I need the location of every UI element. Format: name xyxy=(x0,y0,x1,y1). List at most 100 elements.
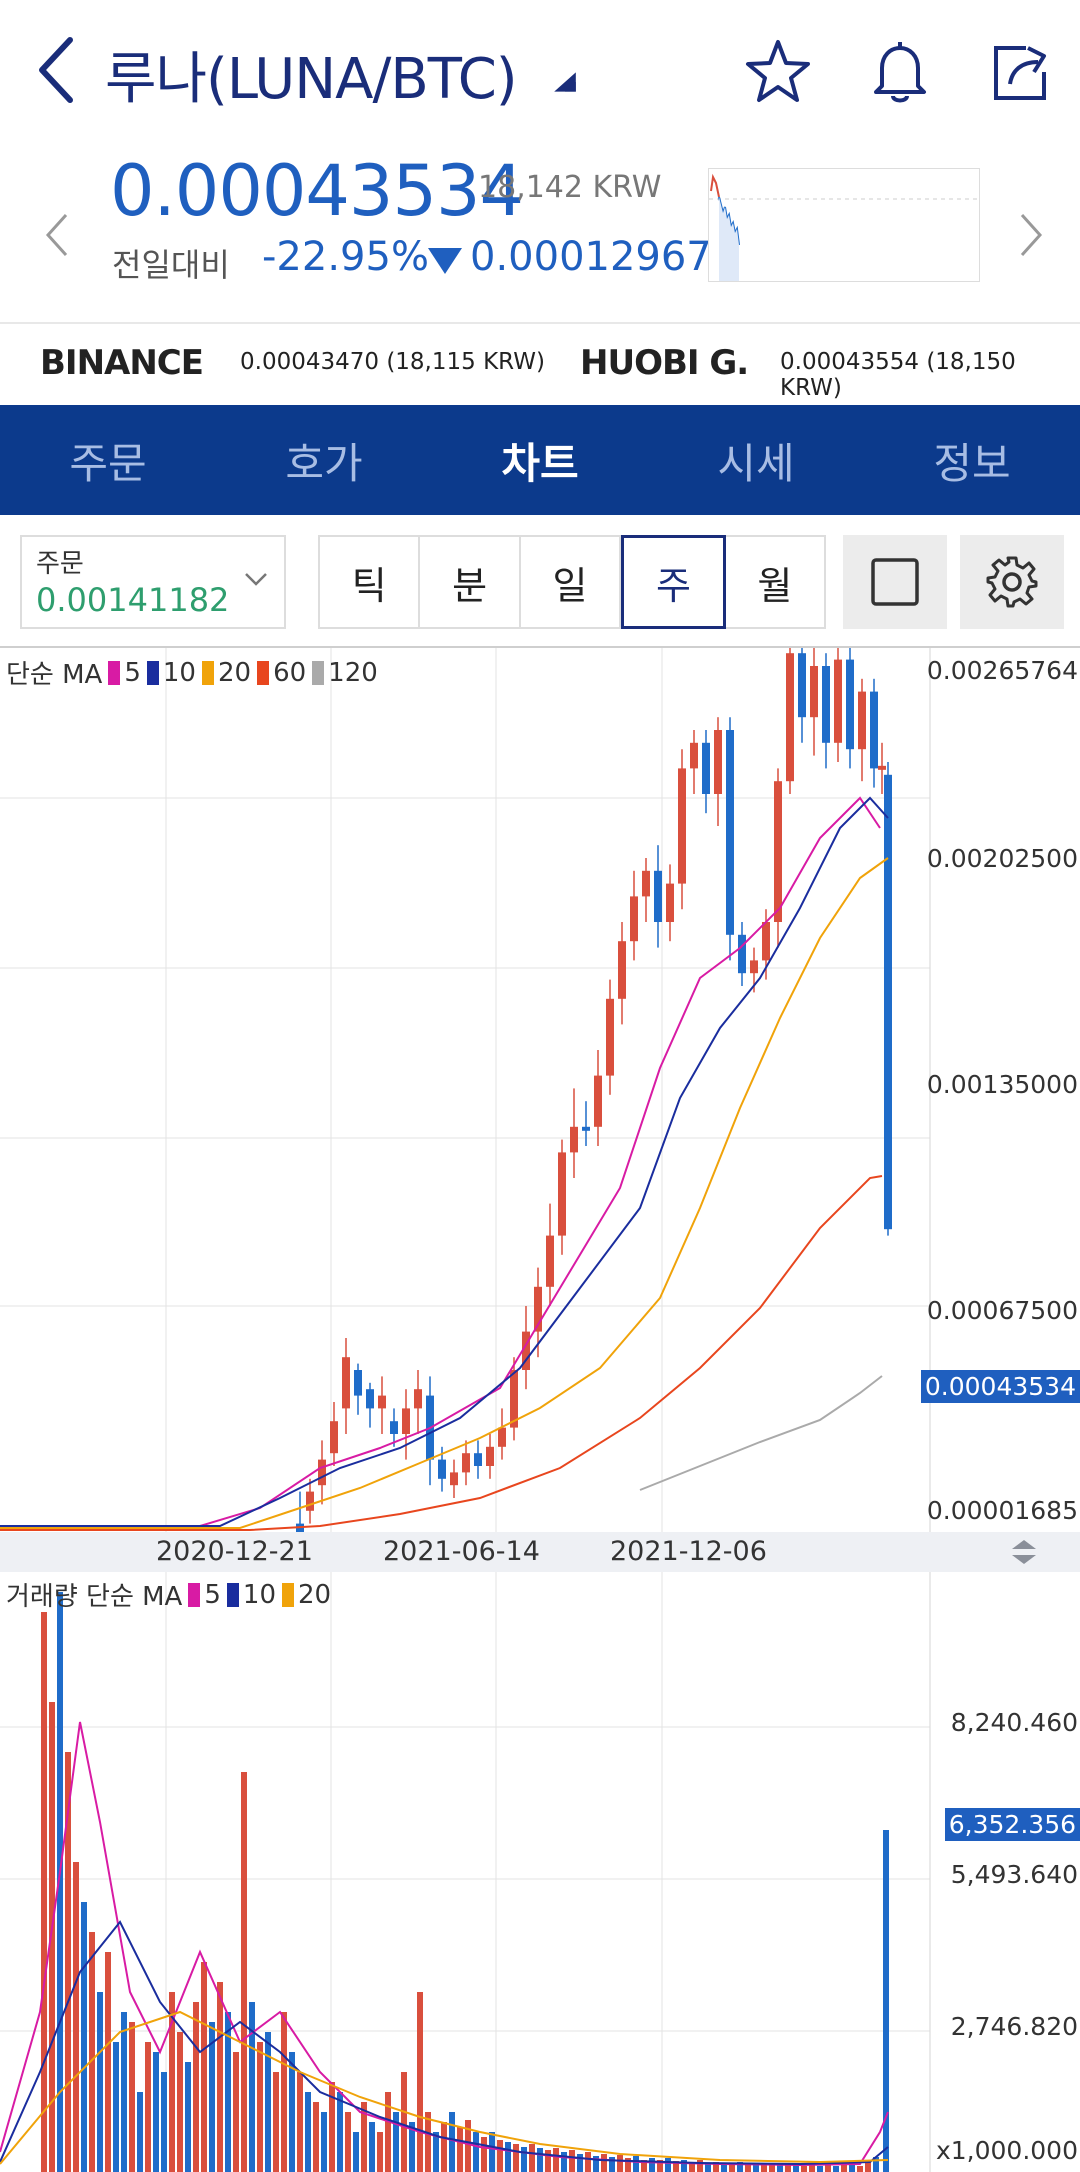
volume-chart[interactable]: 거래량 단순 MA 5 10 20 8,240.460 6,352.356 5,… xyxy=(0,1572,1080,2172)
candle-body xyxy=(702,742,710,794)
legend-label: 60 xyxy=(273,657,307,688)
tab-order[interactable]: 주문 xyxy=(69,438,147,488)
period-minute[interactable]: 분 xyxy=(420,537,521,627)
legend-swatch xyxy=(312,660,325,685)
tab-orderbook[interactable]: 호가 xyxy=(285,438,363,488)
legend-swatch xyxy=(201,660,214,685)
volume-bar xyxy=(161,2072,167,2172)
volume-bar xyxy=(883,1830,889,2172)
page-title[interactable]: 루나(LUNA/BTC) xyxy=(105,47,518,112)
next-coin-icon[interactable] xyxy=(1010,205,1050,265)
exchange-name: BINANCE xyxy=(40,343,204,383)
y-axis-label: 8,240.460 xyxy=(950,1708,1078,1737)
star-icon[interactable] xyxy=(740,34,816,110)
prev-coin-icon[interactable] xyxy=(38,205,78,265)
volume-bar xyxy=(553,2148,559,2172)
tab-chart[interactable]: 차트 xyxy=(501,438,579,488)
candle-body xyxy=(714,730,722,794)
volume-bar xyxy=(577,2154,583,2172)
tab-info[interactable]: 정보 xyxy=(933,438,1011,488)
x-axis: 2020-12-21 2021-06-14 2021-12-06 xyxy=(0,1532,1080,1572)
volume-bar xyxy=(265,2032,271,2172)
candle-body xyxy=(642,870,650,897)
volume-bar xyxy=(369,2122,375,2172)
volume-bar xyxy=(833,2166,839,2172)
vol-ma20-line xyxy=(0,2010,889,2165)
price-chart[interactable]: 단순 MA 5 10 20 60 120 0.00265764 0.002025… xyxy=(0,648,1080,1532)
bell-icon[interactable] xyxy=(862,34,938,110)
candle-body xyxy=(366,1389,374,1409)
main-tabs: 주문 호가 차트 시세 정보 xyxy=(0,405,1080,515)
volume-bar xyxy=(361,2102,367,2172)
period-day[interactable]: 일 xyxy=(521,537,622,627)
volume-bar xyxy=(465,2120,471,2172)
candle-body xyxy=(884,774,892,1230)
volume-bar xyxy=(65,1752,71,2172)
volume-bar xyxy=(185,2062,191,2172)
volume-bar xyxy=(713,2162,719,2172)
volume-bar xyxy=(49,1702,55,2172)
volume-bar xyxy=(657,2160,663,2172)
candle-body xyxy=(666,883,674,922)
candle-body xyxy=(630,896,638,942)
volume-bar xyxy=(57,1592,63,2172)
back-icon[interactable] xyxy=(30,32,90,112)
volume-bar xyxy=(329,2082,335,2172)
volume-bar xyxy=(793,2164,799,2172)
settings-button[interactable] xyxy=(960,535,1064,629)
volume-bar xyxy=(377,2132,383,2172)
candle-body xyxy=(678,768,686,884)
volume-bar xyxy=(73,1862,79,2172)
title-dropdown-icon[interactable] xyxy=(554,72,576,92)
share-icon[interactable] xyxy=(982,34,1058,110)
volume-bar xyxy=(393,2112,399,2172)
volume-bar xyxy=(585,2152,591,2172)
legend-label: 20 xyxy=(217,657,252,688)
legend-swatch xyxy=(108,660,121,685)
fullscreen-button[interactable] xyxy=(843,535,947,629)
candle-body xyxy=(834,659,842,743)
candle-body xyxy=(462,1453,470,1473)
chart-controls: 주문 0.00141182 틱 분 일 주 월 xyxy=(0,515,1080,645)
down-triangle-icon xyxy=(428,248,462,274)
volume-bar xyxy=(313,2102,319,2172)
candle-body xyxy=(390,1421,398,1434)
volume-bar xyxy=(737,2162,743,2172)
legend-swatch xyxy=(282,1582,294,1607)
volume-bar xyxy=(321,2112,327,2172)
y-axis-label: 0.00001685 xyxy=(926,1496,1078,1525)
period-week[interactable]: 주 xyxy=(621,535,726,629)
y-axis-label: x1,000.000 xyxy=(935,2136,1078,2165)
volume-bar xyxy=(641,2160,647,2172)
volume-bar xyxy=(529,2144,535,2172)
candle-body xyxy=(534,1286,542,1332)
candle-body xyxy=(546,1235,554,1287)
volume-bar xyxy=(281,2012,287,2172)
candle-body xyxy=(582,1126,590,1131)
candle-body xyxy=(402,1408,410,1434)
volume-bar xyxy=(353,2132,359,2172)
mini-sparkline[interactable] xyxy=(708,168,980,282)
volume-bar xyxy=(401,2072,407,2172)
candle-body xyxy=(858,691,866,750)
x-axis-label: 2021-12-06 xyxy=(610,1536,767,1567)
volume-bar xyxy=(721,2164,727,2172)
exchange-prices: BINANCE 0.00043470 (18,115 KRW) HUOBI G.… xyxy=(0,325,1080,401)
current-volume-label: 6,352.356 xyxy=(944,1808,1080,1841)
volume-bar xyxy=(385,2092,391,2172)
order-price-dropdown[interactable]: 주문 0.00141182 xyxy=(20,535,286,629)
tab-market[interactable]: 시세 xyxy=(717,438,795,488)
volume-bar xyxy=(337,2092,343,2172)
y-axis-label: 0.00067500 xyxy=(926,1296,1078,1325)
period-tick[interactable]: 틱 xyxy=(320,537,421,627)
candle-body xyxy=(870,691,878,769)
candle-body xyxy=(726,730,734,935)
volume-bar xyxy=(521,2147,527,2172)
resize-handle-icon[interactable] xyxy=(1008,1536,1040,1568)
ma60-line xyxy=(0,1175,883,1531)
legend-swatch xyxy=(257,660,270,685)
candle-body xyxy=(522,1331,530,1370)
period-month[interactable]: 월 xyxy=(757,563,793,608)
volume-bar xyxy=(417,1992,423,2172)
legend-prefix: 단순 MA xyxy=(6,660,103,690)
